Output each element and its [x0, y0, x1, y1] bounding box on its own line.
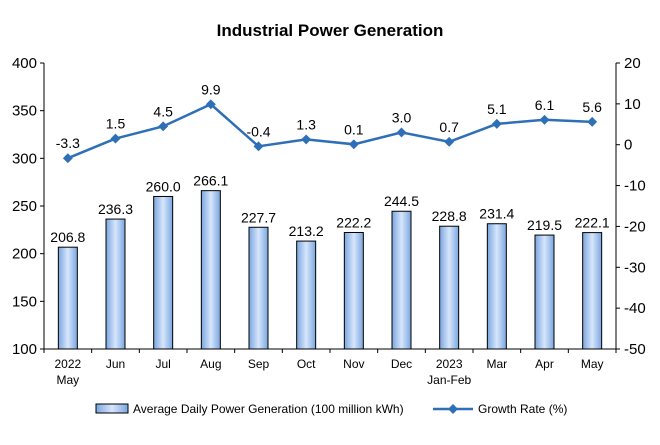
x-tick-label: Nov [343, 357, 364, 371]
bar-series: 206.8 236.3 260.0 266.1 227.7 213.2 222.2 244.5… [50, 173, 610, 350]
bar [105, 218, 126, 350]
line-series: -3.3 1.5 4.5 9.9 -0.4 1.3 0.1 3.0 0.7 5.1 6.1 5.6 [56, 81, 602, 164]
bar [486, 223, 507, 350]
x-tick-label: Mar [486, 357, 507, 371]
line-point [348, 139, 359, 150]
bar-data-label: 231.4 [479, 206, 514, 222]
line-data-label: 9.9 [201, 81, 221, 97]
x-tick-label: 2023 [436, 357, 463, 371]
bar [391, 210, 412, 350]
bar [248, 226, 269, 350]
left-tick-label: 100 [12, 341, 37, 358]
line-point [491, 118, 502, 129]
line-point [205, 99, 216, 110]
bar [153, 195, 174, 350]
x-tick-label: Jul [155, 357, 170, 371]
right-tick-label: -20 [624, 218, 646, 235]
bar [57, 246, 78, 350]
bar-data-label: 227.7 [241, 209, 276, 225]
left-tick-label: 150 [12, 293, 37, 310]
x-tick-label: Oct [297, 357, 316, 371]
line-point [539, 114, 550, 125]
bar-data-label: 219.5 [527, 217, 562, 233]
x-tick-label: May [581, 357, 604, 371]
bar-data-label: 236.3 [98, 201, 133, 217]
x-tick-label: Sep [248, 357, 270, 371]
line-point [444, 136, 455, 147]
line-point [396, 127, 407, 138]
line-point [253, 141, 264, 152]
right-tick-label: -30 [624, 259, 646, 276]
growth-rate-line [67, 102, 593, 160]
line-data-label: 1.5 [106, 116, 126, 132]
right-tick-label: 20 [624, 55, 641, 72]
bar-data-label: 206.8 [50, 229, 85, 245]
line-data-label: 0.7 [439, 119, 459, 135]
x-tick-label-secondary: Jan-Feb [427, 373, 471, 387]
line-point [301, 134, 312, 145]
line-data-label: 4.5 [153, 103, 173, 119]
legend-bar-swatch [95, 403, 129, 414]
left-tick-label: 300 [12, 150, 37, 167]
line-data-label: 0.1 [344, 121, 364, 137]
right-tick-label: -10 [624, 178, 646, 195]
left-tick-label: 250 [12, 198, 37, 215]
left-tick-label: 200 [12, 246, 37, 263]
bar-data-label: 244.5 [384, 193, 419, 209]
x-tick-label: Aug [200, 357, 221, 371]
bar [296, 240, 317, 350]
right-tick-label: 10 [624, 96, 641, 113]
bar [534, 234, 555, 350]
bar-data-label: 266.1 [193, 173, 228, 189]
bar [439, 225, 460, 350]
bar-data-label: 213.2 [289, 223, 324, 239]
x-tick-label: Jun [106, 357, 125, 371]
line-point [110, 133, 121, 144]
line-data-label: 5.6 [582, 99, 602, 115]
legend: Average Daily Power Generation (100 mill… [95, 402, 567, 416]
line-point [62, 153, 73, 164]
axes: 100 150 200 250 300 350 400 -50 -40 -30 -20 -10 0 10 2… [12, 55, 646, 387]
line-point [587, 116, 598, 127]
x-tick-label-secondary: May [56, 373, 79, 387]
line-point [158, 121, 169, 132]
x-tick-label: 2022 [54, 357, 81, 371]
right-tick-label: -50 [624, 341, 646, 358]
bar [343, 232, 364, 350]
line-data-label: -3.3 [56, 135, 80, 151]
bar-data-label: 228.8 [432, 208, 467, 224]
bar [582, 232, 603, 350]
left-tick-label: 350 [12, 103, 37, 120]
line-data-label: -0.4 [246, 123, 270, 139]
bar-data-label: 222.1 [575, 215, 610, 231]
right-tick-label: -40 [624, 300, 646, 317]
legend-bar-label: Average Daily Power Generation (100 mill… [133, 402, 404, 416]
line-data-label: 5.1 [487, 101, 507, 117]
line-data-label: 1.3 [296, 116, 316, 132]
right-tick-label: 0 [624, 137, 632, 154]
chart-title: Industrial Power Generation [217, 21, 444, 40]
bar-data-label: 222.2 [336, 215, 371, 231]
line-data-label: 3.0 [392, 109, 412, 125]
line-data-label: 6.1 [535, 97, 555, 113]
bar [200, 190, 221, 350]
legend-line-marker [448, 404, 458, 414]
x-tick-label: Dec [391, 357, 412, 371]
bar-data-label: 260.0 [146, 178, 181, 194]
x-tick-label: Apr [535, 357, 554, 371]
legend-line-label: Growth Rate (%) [478, 402, 567, 416]
left-tick-label: 400 [12, 55, 37, 72]
